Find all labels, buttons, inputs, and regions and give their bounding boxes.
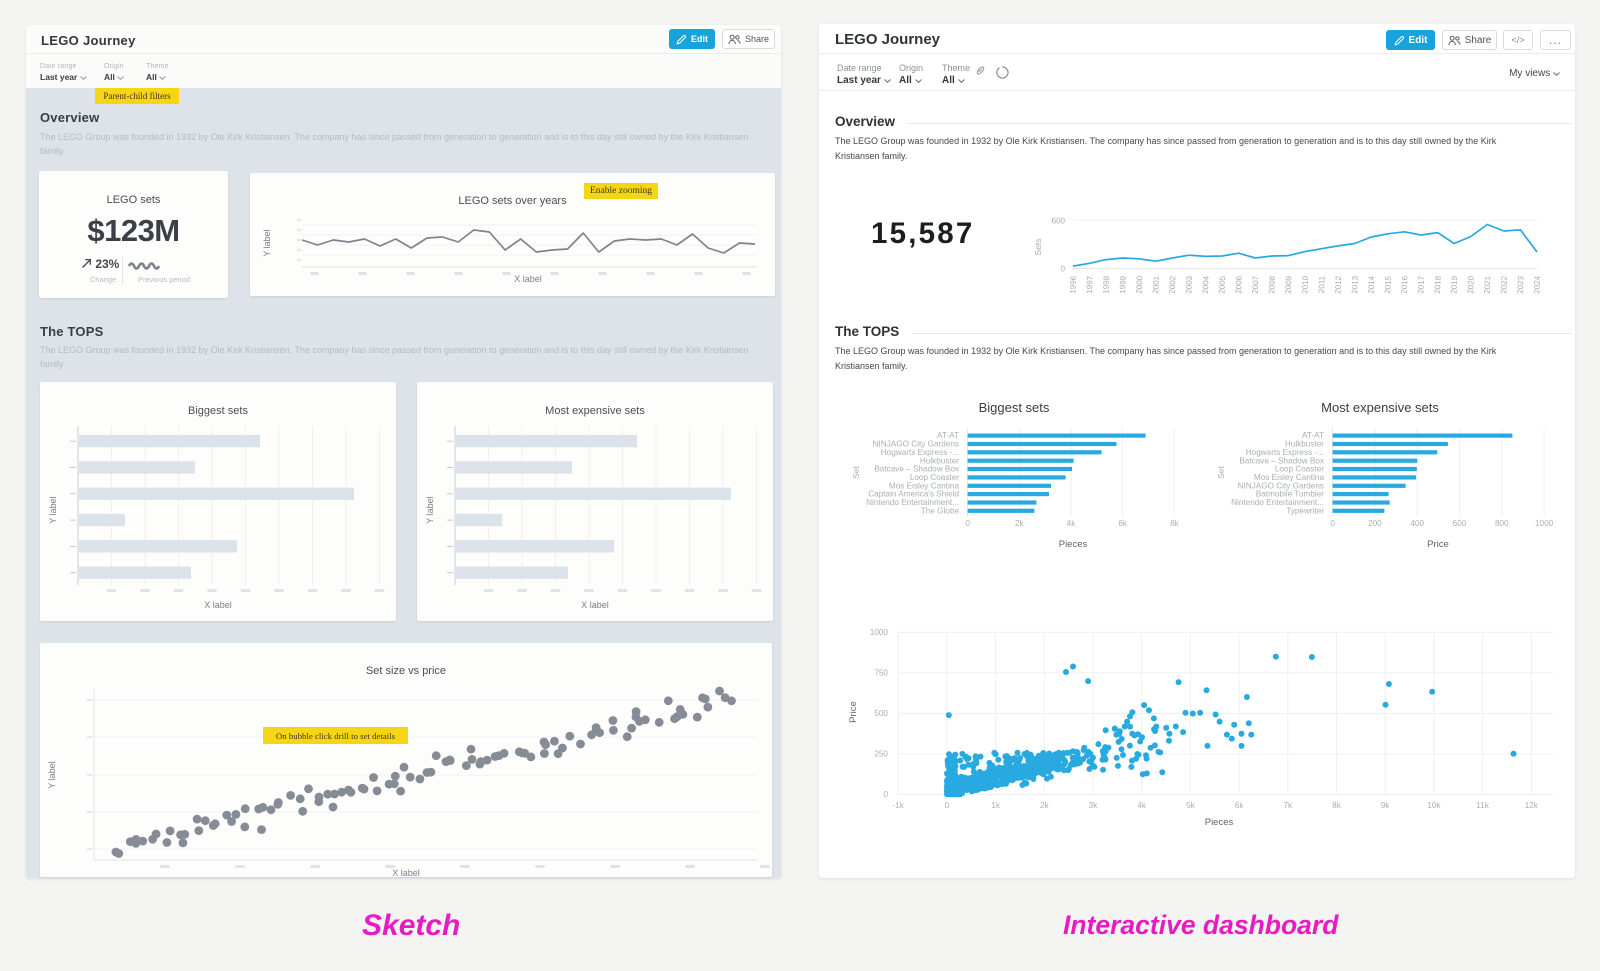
svg-text:2000: 2000	[1135, 275, 1145, 294]
svg-text:2024: 2024	[1532, 275, 1542, 294]
svg-text:2005: 2005	[1217, 275, 1227, 294]
svg-text:3k: 3k	[1089, 801, 1099, 810]
svg-text:1997: 1997	[1085, 275, 1095, 294]
svg-text:2015: 2015	[1383, 275, 1393, 294]
svg-text:AT-AT: AT-AT	[1302, 431, 1324, 440]
svg-text:Most expensive sets: Most expensive sets	[1321, 400, 1439, 415]
svg-text:2011: 2011	[1317, 275, 1327, 293]
svg-text:X label: X label	[392, 868, 420, 877]
svg-text:Mos Eisley Cantina: Mos Eisley Cantina	[1254, 473, 1325, 482]
svg-text:2014: 2014	[1367, 275, 1377, 294]
svg-text:Nintendo Entertainment...: Nintendo Entertainment...	[866, 498, 959, 507]
svg-text:Price: Price	[1427, 539, 1449, 550]
svg-text:4k: 4k	[1067, 519, 1077, 528]
svg-text:2009: 2009	[1284, 275, 1294, 294]
svg-text:800: 800	[1495, 519, 1509, 528]
svg-text:Batmobile Tumbler: Batmobile Tumbler	[1256, 490, 1325, 499]
svg-text:10k: 10k	[1427, 801, 1441, 810]
svg-text:2010: 2010	[1300, 275, 1310, 294]
svg-text:2004: 2004	[1201, 275, 1211, 294]
svg-text:0: 0	[965, 519, 970, 528]
svg-text:12k: 12k	[1525, 801, 1539, 810]
svg-text:1000: 1000	[870, 628, 889, 637]
svg-text:AT-AT: AT-AT	[937, 431, 959, 440]
svg-text:Batcave – Shadow Box: Batcave – Shadow Box	[1239, 456, 1324, 465]
svg-text:-1k: -1k	[893, 801, 905, 810]
svg-text:2020: 2020	[1466, 275, 1476, 294]
svg-text:7k: 7k	[1283, 801, 1293, 810]
svg-text:Hogwarts Express -...: Hogwarts Express -...	[881, 448, 959, 457]
svg-text:5k: 5k	[1186, 801, 1196, 810]
svg-text:Hogwarts Express -...: Hogwarts Express -...	[1246, 448, 1324, 457]
svg-text:2003: 2003	[1184, 275, 1194, 294]
svg-text:2016: 2016	[1400, 275, 1410, 294]
svg-text:Price: Price	[848, 701, 859, 723]
svg-text:0: 0	[1061, 265, 1066, 274]
svg-text:Pieces: Pieces	[1059, 539, 1088, 550]
svg-text:Loop Coaster: Loop Coaster	[910, 473, 959, 482]
svg-text:Pieces: Pieces	[1205, 817, 1234, 828]
svg-text:Captain America's Shield: Captain America's Shield	[868, 490, 959, 499]
svg-text:250: 250	[874, 750, 888, 759]
svg-text:Mos Eisley Cantina: Mos Eisley Cantina	[889, 481, 960, 490]
svg-text:500: 500	[874, 709, 888, 718]
svg-text:2017: 2017	[1416, 275, 1426, 294]
svg-text:Batcave – Shadow Box: Batcave – Shadow Box	[874, 465, 959, 474]
svg-text:X label: X label	[204, 600, 232, 610]
svg-text:2006: 2006	[1234, 275, 1244, 294]
svg-text:Typewriter: Typewriter	[1286, 506, 1324, 515]
svg-text:The Globe: The Globe	[921, 506, 960, 515]
svg-text:Y label: Y label	[48, 496, 58, 523]
svg-text:2012: 2012	[1333, 275, 1343, 294]
svg-text:1998: 1998	[1101, 275, 1111, 294]
svg-text:6k: 6k	[1118, 519, 1128, 528]
svg-text:2023: 2023	[1516, 275, 1526, 294]
svg-text:2018: 2018	[1433, 275, 1443, 294]
svg-text:Set: Set	[851, 465, 861, 478]
svg-text:Y label: Y label	[262, 229, 272, 256]
svg-text:NINJAGO City Gardens: NINJAGO City Gardens	[873, 440, 959, 449]
svg-text:0: 0	[945, 801, 950, 810]
svg-text:Hulkbuster: Hulkbuster	[1285, 440, 1324, 449]
svg-text:2001: 2001	[1151, 275, 1161, 294]
svg-text:8k: 8k	[1332, 801, 1342, 810]
svg-text:0: 0	[1330, 519, 1335, 528]
svg-text:Set: Set	[1216, 465, 1226, 478]
svg-text:1k: 1k	[991, 801, 1001, 810]
svg-text:2013: 2013	[1350, 275, 1360, 294]
svg-text:1996: 1996	[1068, 275, 1078, 294]
svg-text:Loop Coaster: Loop Coaster	[1275, 465, 1324, 474]
svg-text:2002: 2002	[1168, 275, 1178, 294]
svg-text:X label: X label	[581, 600, 609, 610]
svg-text:2k: 2k	[1015, 519, 1025, 528]
svg-text:11k: 11k	[1476, 801, 1489, 810]
svg-text:2021: 2021	[1483, 275, 1493, 294]
svg-text:NINJAGO City Gardens: NINJAGO City Gardens	[1238, 481, 1324, 490]
svg-text:Y label: Y label	[47, 761, 57, 788]
svg-text:Sets: Sets	[1033, 238, 1043, 255]
svg-text:600: 600	[1052, 217, 1066, 226]
svg-text:Hulkbuster: Hulkbuster	[920, 456, 959, 465]
svg-text:750: 750	[874, 669, 888, 678]
svg-text:Y label: Y label	[425, 496, 435, 523]
svg-text:Biggest sets: Biggest sets	[979, 400, 1050, 415]
svg-text:X label: X label	[514, 274, 542, 284]
svg-text:2007: 2007	[1251, 275, 1261, 294]
svg-text:6k: 6k	[1235, 801, 1245, 810]
svg-text:600: 600	[1453, 519, 1467, 528]
svg-text:200: 200	[1368, 519, 1382, 528]
svg-text:2008: 2008	[1267, 275, 1277, 294]
svg-text:0: 0	[883, 790, 888, 799]
svg-text:2019: 2019	[1449, 275, 1459, 294]
svg-text:2022: 2022	[1499, 275, 1509, 294]
svg-text:2k: 2k	[1040, 801, 1050, 810]
svg-text:400: 400	[1410, 519, 1424, 528]
svg-text:8k: 8k	[1170, 519, 1180, 528]
svg-text:1000: 1000	[1535, 519, 1554, 528]
svg-text:4k: 4k	[1137, 801, 1147, 810]
svg-text:1999: 1999	[1118, 275, 1128, 294]
svg-text:Nintendo Entertainment...: Nintendo Entertainment...	[1231, 498, 1324, 507]
svg-text:9k: 9k	[1381, 801, 1391, 810]
